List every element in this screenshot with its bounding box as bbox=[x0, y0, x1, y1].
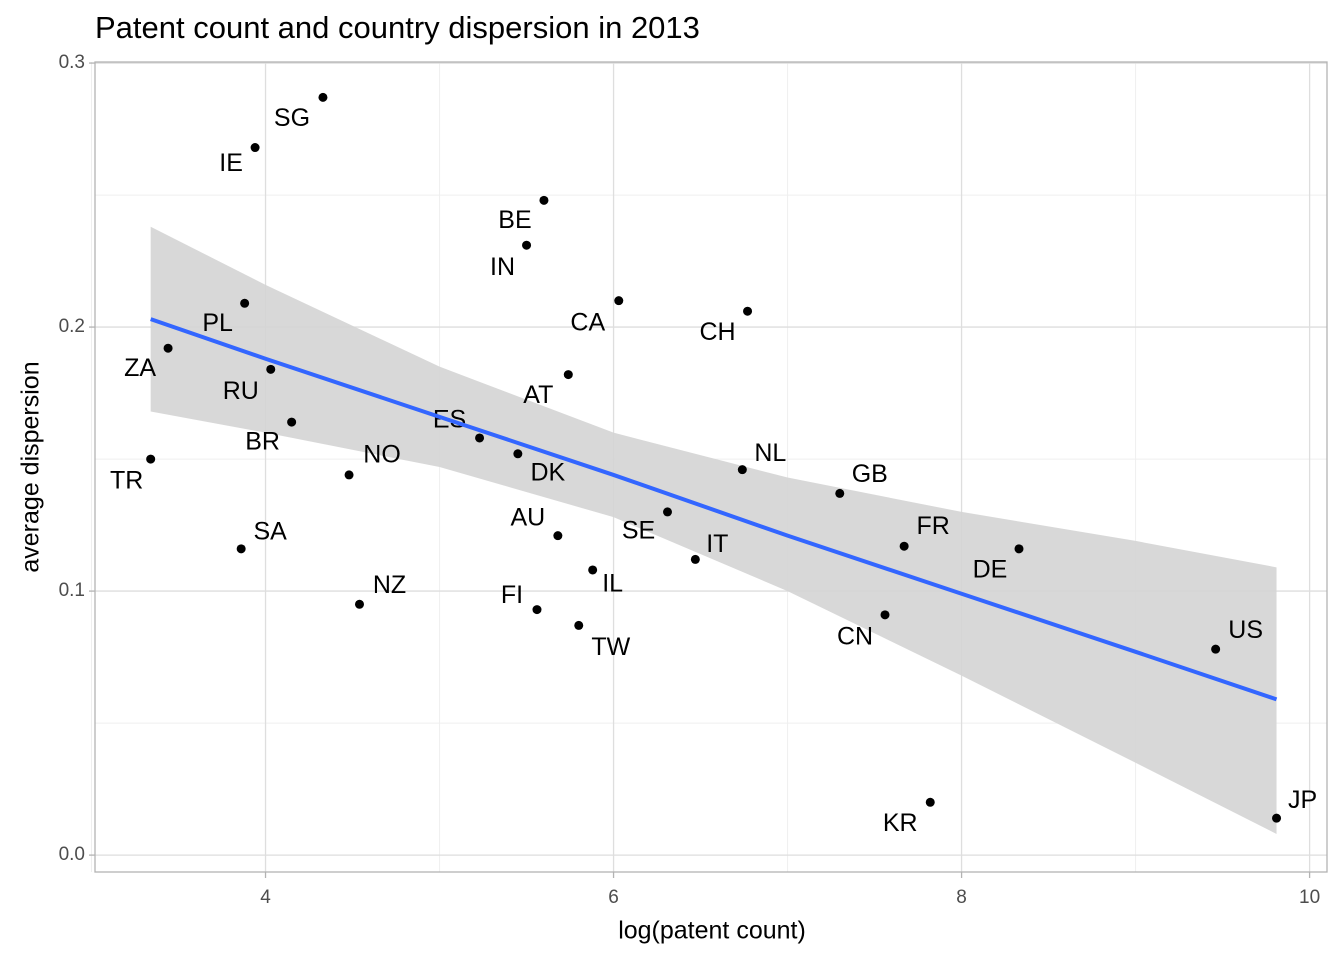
chart-title: Patent count and country dispersion in 2… bbox=[95, 10, 700, 45]
data-point bbox=[513, 449, 523, 459]
data-point bbox=[835, 488, 845, 498]
data-point bbox=[522, 240, 532, 250]
point-label: NZ bbox=[373, 571, 406, 599]
data-point bbox=[146, 454, 156, 464]
point-label: KR bbox=[883, 809, 918, 837]
x-axis-title: log(patent count) bbox=[618, 917, 806, 945]
data-point bbox=[574, 620, 584, 630]
x-tick-label: 4 bbox=[260, 887, 271, 908]
point-label: CA bbox=[570, 308, 605, 336]
point-label: PL bbox=[202, 309, 233, 337]
point-label: CN bbox=[837, 622, 873, 650]
point-label: DK bbox=[530, 458, 565, 486]
data-point bbox=[662, 507, 672, 517]
data-point bbox=[588, 565, 598, 575]
data-point bbox=[354, 599, 364, 609]
data-point bbox=[743, 306, 753, 316]
point-label: GB bbox=[852, 460, 888, 488]
data-point bbox=[614, 296, 624, 306]
point-label: BR bbox=[245, 428, 280, 456]
point-label: IL bbox=[602, 570, 623, 598]
y-tick-label: 0.0 bbox=[59, 844, 85, 865]
data-point bbox=[250, 143, 260, 153]
data-point bbox=[880, 610, 890, 620]
data-point bbox=[475, 433, 485, 443]
point-label: TW bbox=[591, 633, 630, 661]
confidence-band bbox=[150, 226, 1277, 834]
data-point bbox=[925, 797, 935, 807]
fit-line bbox=[150, 317, 1278, 702]
data-point bbox=[1014, 544, 1024, 554]
data-point bbox=[1272, 813, 1282, 823]
point-label: SA bbox=[253, 517, 287, 545]
point-label: AT bbox=[523, 381, 553, 409]
point-label: SG bbox=[274, 104, 310, 132]
point-label: ZA bbox=[124, 354, 156, 382]
data-point bbox=[1211, 644, 1221, 654]
data-point bbox=[737, 465, 747, 475]
data-point bbox=[899, 541, 909, 551]
y-axis-title: average dispersion bbox=[17, 361, 45, 572]
data-point bbox=[240, 298, 250, 308]
point-label: IN bbox=[490, 253, 515, 281]
data-point bbox=[532, 605, 542, 615]
data-point bbox=[539, 195, 549, 205]
point-label: DE bbox=[973, 555, 1008, 583]
data-point bbox=[287, 417, 297, 427]
point-label: FI bbox=[501, 581, 523, 609]
point-label: SE bbox=[622, 516, 655, 544]
y-tick-label: 0.3 bbox=[59, 52, 85, 73]
point-label: IT bbox=[706, 530, 728, 558]
point-label: CH bbox=[699, 318, 735, 346]
point-label: FR bbox=[916, 512, 949, 540]
point-label: BE bbox=[498, 206, 531, 234]
point-label: RU bbox=[223, 377, 259, 405]
point-label: NL bbox=[754, 439, 786, 467]
point-label: AU bbox=[511, 503, 546, 531]
panel-border bbox=[94, 61, 1328, 873]
point-label: JP bbox=[1288, 786, 1317, 814]
data-point bbox=[344, 470, 354, 480]
point-label: NO bbox=[363, 441, 401, 469]
point-label: US bbox=[1228, 616, 1263, 644]
data-point bbox=[690, 554, 700, 564]
point-label: TR bbox=[110, 467, 143, 495]
data-point bbox=[236, 544, 246, 554]
point-label: IE bbox=[219, 149, 243, 177]
x-tick-label: 10 bbox=[1299, 887, 1320, 908]
y-tick-label: 0.2 bbox=[59, 316, 85, 337]
data-point bbox=[163, 343, 173, 353]
y-tick-label: 0.1 bbox=[59, 580, 85, 601]
data-point bbox=[318, 92, 328, 102]
x-tick-label: 8 bbox=[956, 887, 967, 908]
data-point bbox=[563, 370, 573, 380]
data-point bbox=[266, 364, 276, 374]
data-point bbox=[553, 531, 563, 541]
x-tick-label: 6 bbox=[608, 887, 619, 908]
